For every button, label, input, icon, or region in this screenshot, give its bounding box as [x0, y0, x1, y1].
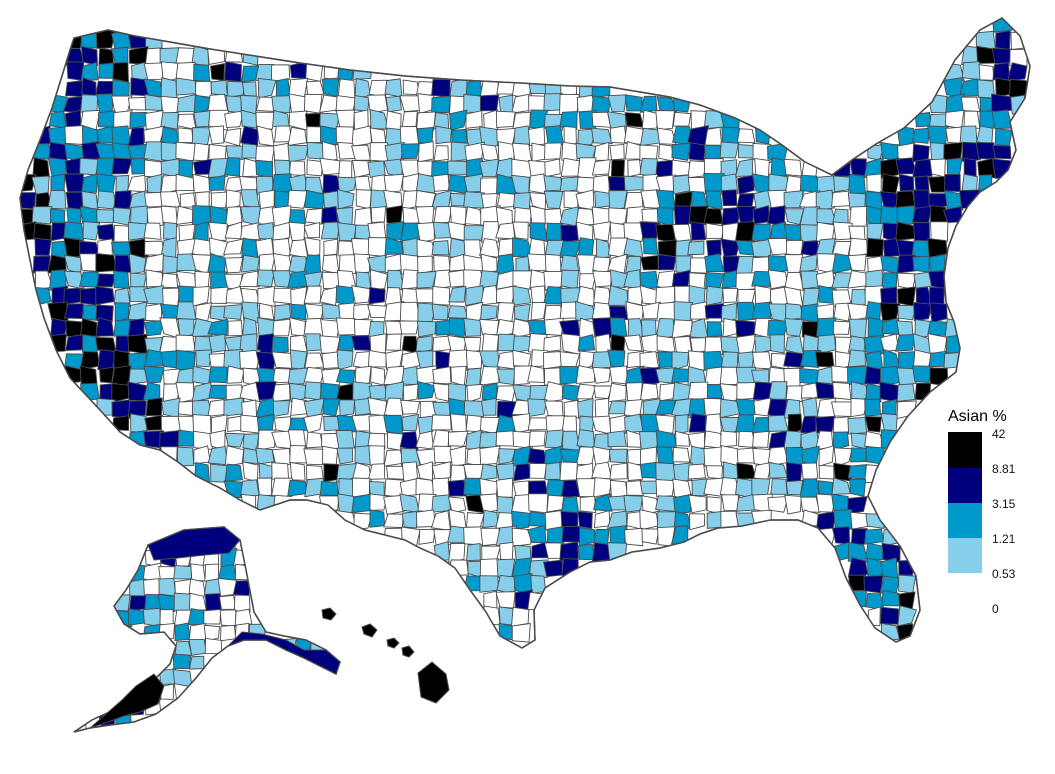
- alaska: [73, 526, 341, 733]
- legend-break-3-15: 3.15: [992, 497, 1016, 511]
- legend-break-0-53: 0.53: [992, 567, 1016, 581]
- legend-break-8-81: 8.81: [992, 462, 1016, 476]
- legend-swatch-1-21: [948, 538, 982, 573]
- legend-swatch-8-81: [948, 468, 982, 503]
- legend-swatch-3-15: [948, 503, 982, 538]
- legend-swatch-42: [948, 432, 982, 468]
- hawaii: [321, 607, 450, 704]
- mainland-us: [19, 17, 1031, 649]
- legend-break-1-21: 1.21: [992, 532, 1016, 546]
- legend-break-0: 0: [992, 602, 999, 616]
- legend-break-42: 42: [992, 427, 1006, 441]
- legend: Asian % 42 8.81 3.15 1.21 0.53 0: [948, 408, 1016, 616]
- legend-title: Asian %: [948, 408, 1007, 425]
